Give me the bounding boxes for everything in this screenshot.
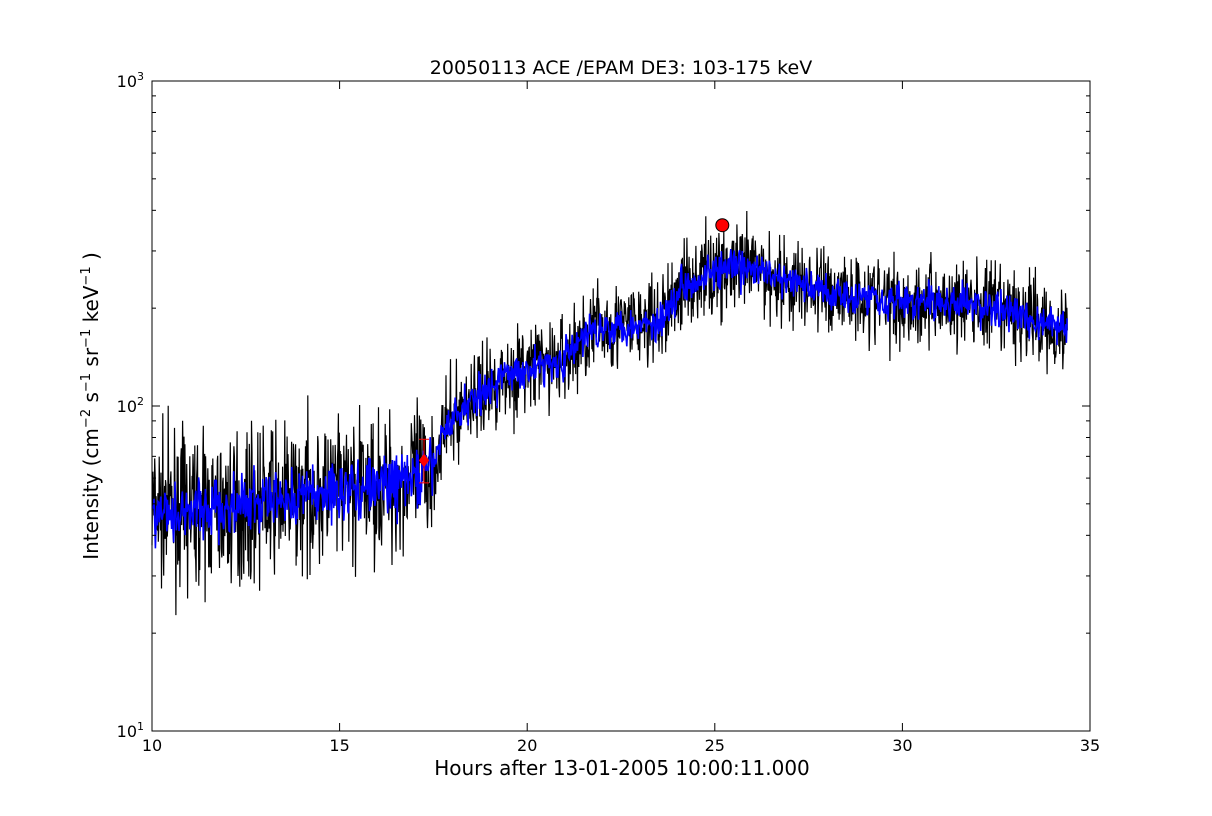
y-label-s: s: [79, 392, 103, 409]
x-tick-label: 20: [517, 736, 537, 755]
x-tick-label: 30: [892, 736, 912, 755]
chart-title: 20050113 ACE /EPAM DE3: 103-175 keV: [430, 57, 812, 79]
plot-background: [152, 81, 1090, 731]
y-label-sr: sr: [79, 347, 103, 373]
y-label-kev: keV: [79, 285, 103, 329]
x-axis-label: Hours after 13-01-2005 10:00:11.000: [434, 756, 810, 780]
y-label-exp-cm: −2: [79, 409, 94, 428]
x-tick-label: 35: [1080, 736, 1100, 755]
y-tick-label: 102: [117, 395, 144, 416]
y-tick-label: 101: [117, 720, 144, 741]
y-label-exp-kev: −1: [79, 266, 94, 285]
y-axis-label: Intensity (cm−2 s−1 sr−1 keV−1 ): [79, 252, 103, 560]
onset-marker: [418, 453, 430, 468]
smoothed-series-line: [151, 249, 1068, 549]
y-axis: 101 102 103: [117, 70, 1090, 741]
y-tick-label: 103: [117, 70, 144, 91]
y-label-exp-sr: −1: [79, 329, 94, 348]
x-tick-label: 25: [705, 736, 725, 755]
x-tick-label: 10: [142, 736, 162, 755]
x-axis: 10 15 20 25 30 35: [142, 81, 1100, 755]
y-label-prefix: Intensity (cm: [79, 428, 103, 560]
x-tick-label: 15: [329, 736, 349, 755]
y-label-suffix: ): [79, 252, 103, 266]
y-label-exp-s: −1: [79, 373, 94, 392]
peak-marker: [715, 218, 730, 233]
plot-area: [151, 80, 1091, 732]
smoothed-intensity-series: [151, 249, 1068, 549]
event-markers: [418, 218, 730, 484]
